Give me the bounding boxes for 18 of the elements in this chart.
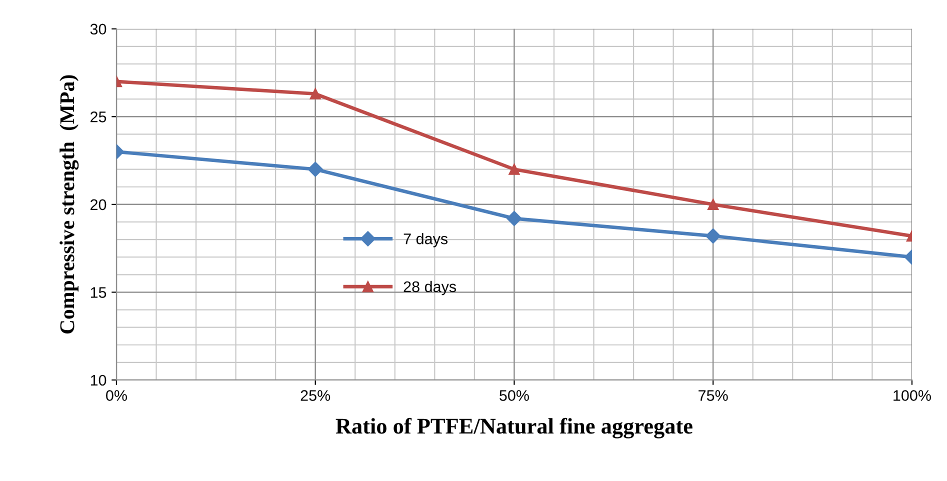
legend-label: 7 days (404, 233, 448, 248)
x-tick-label: 100% (894, 390, 931, 401)
point (506, 210, 522, 226)
y-axis-title: Compressive strength (MPa) (60, 75, 79, 334)
point (508, 164, 520, 175)
point (310, 88, 321, 100)
y-tick-label: 10 (90, 374, 106, 386)
legend-label: 28 days (404, 280, 456, 296)
x-tick-label: 75% (698, 390, 728, 401)
x-axis-title: Ratio of PTFE/Natural fine aggregate (336, 418, 692, 438)
x-tick-label: 50% (500, 390, 529, 401)
point (308, 162, 323, 177)
y-tick-label: 30 (90, 24, 106, 35)
y-tick-label: 20 (90, 199, 106, 210)
y-tick-label: 25 (90, 112, 106, 122)
y-tick-label: 15 (90, 287, 106, 298)
x-tick-label: 25% (300, 390, 330, 401)
x-tick-label: 0% (106, 390, 127, 401)
